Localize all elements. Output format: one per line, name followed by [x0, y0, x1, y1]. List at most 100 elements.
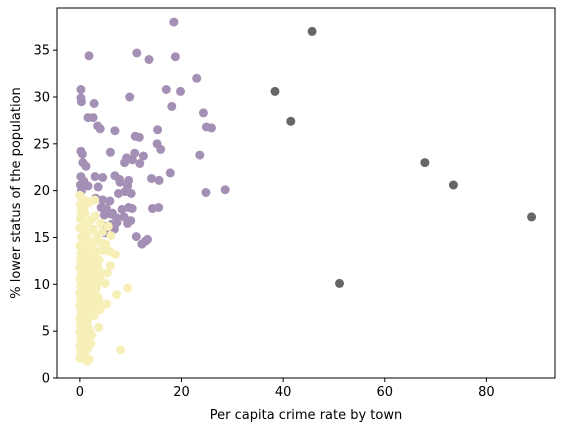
y-tick-label: 0	[42, 372, 50, 387]
data-point	[169, 17, 179, 27]
series-1	[75, 190, 133, 366]
data-point	[153, 125, 163, 135]
data-point	[88, 113, 98, 123]
data-point	[161, 85, 171, 94]
x-tick-label: 20	[173, 385, 190, 400]
y-tick-label: 15	[33, 231, 50, 246]
data-point	[75, 353, 85, 363]
data-point	[84, 51, 94, 61]
data-point	[115, 177, 125, 187]
data-point	[87, 330, 97, 340]
data-point	[83, 181, 93, 191]
data-point	[103, 221, 113, 231]
data-point	[448, 180, 458, 190]
data-point	[110, 249, 120, 259]
data-point	[120, 158, 130, 168]
data-point	[125, 92, 135, 102]
data-point	[93, 182, 103, 192]
data-point	[76, 97, 86, 107]
data-point	[116, 345, 125, 355]
data-point	[156, 144, 166, 154]
data-point	[96, 267, 106, 277]
x-tick-label: 0	[76, 385, 84, 400]
x-tick-label: 40	[275, 385, 292, 400]
data-point	[112, 290, 121, 300]
data-point	[87, 215, 97, 225]
data-point	[96, 218, 106, 228]
data-point	[135, 159, 145, 168]
y-tick-label: 10	[33, 278, 50, 293]
data-point	[127, 204, 137, 213]
data-point	[81, 161, 91, 171]
data-point	[82, 356, 92, 366]
data-point	[195, 150, 205, 160]
plot-area-frame	[56, 7, 556, 379]
y-tick-label: 5	[42, 325, 50, 340]
data-point	[220, 185, 230, 195]
data-point	[91, 284, 101, 294]
data-point	[192, 73, 202, 83]
y-tick-label: 20	[33, 184, 50, 199]
data-point	[207, 123, 216, 133]
data-point	[131, 232, 141, 242]
data-point	[106, 231, 116, 241]
x-tick-label: 60	[376, 385, 393, 400]
data-point	[127, 155, 137, 165]
data-point	[134, 132, 144, 142]
data-point	[95, 124, 105, 134]
data-point	[144, 55, 154, 64]
data-point	[105, 261, 115, 271]
x-tick-label: 80	[478, 385, 495, 400]
data-point	[84, 198, 94, 208]
data-point	[97, 227, 107, 237]
data-point	[95, 305, 105, 315]
y-tick-label: 30	[33, 90, 50, 105]
y-tick-label: 25	[33, 137, 50, 152]
data-point	[126, 189, 136, 198]
y-axis-label: % lower status of the population	[9, 87, 24, 299]
data-point	[138, 151, 148, 161]
data-point	[98, 173, 108, 182]
data-point	[76, 85, 86, 94]
data-point	[105, 196, 115, 206]
data-point	[98, 246, 108, 256]
data-point	[176, 86, 185, 96]
data-point	[286, 116, 296, 126]
data-point	[527, 212, 537, 222]
data-point	[132, 48, 142, 58]
data-point	[94, 322, 104, 332]
data-point	[100, 278, 110, 288]
data-point	[90, 310, 100, 320]
data-point	[90, 172, 100, 182]
data-point	[154, 175, 164, 185]
data-point	[170, 52, 180, 62]
data-point	[154, 203, 164, 212]
data-point	[420, 158, 430, 168]
data-point	[123, 218, 133, 228]
series-2	[270, 26, 537, 288]
data-point	[105, 147, 115, 157]
data-point	[270, 86, 280, 96]
data-point	[198, 108, 208, 118]
data-point	[102, 299, 112, 309]
data-point	[110, 126, 120, 136]
data-point	[123, 283, 133, 293]
data-point	[98, 195, 108, 205]
data-point	[167, 101, 177, 111]
data-point	[165, 168, 175, 178]
data-point	[102, 268, 112, 278]
data-point	[77, 149, 87, 159]
data-point	[335, 278, 344, 288]
x-axis: 0 20 40 60 80	[76, 378, 495, 400]
data-point	[307, 26, 317, 36]
data-point	[88, 224, 98, 234]
data-point	[89, 99, 99, 108]
data-point	[201, 188, 211, 197]
data-point	[137, 239, 147, 249]
points-layer	[75, 17, 537, 366]
data-point	[147, 174, 156, 183]
x-axis-label: Per capita crime rate by town	[210, 408, 402, 423]
y-tick-label: 35	[33, 44, 50, 59]
data-point	[99, 210, 109, 220]
